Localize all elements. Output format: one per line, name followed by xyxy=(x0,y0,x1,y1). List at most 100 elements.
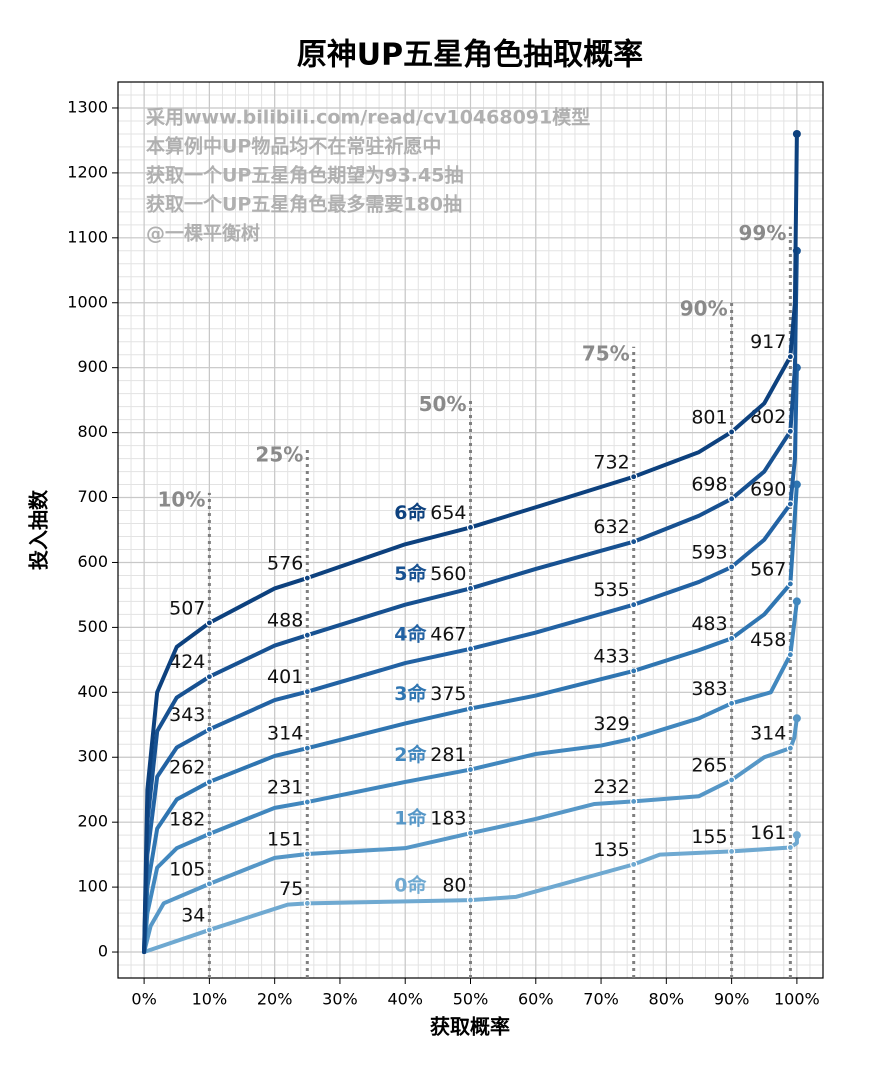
point xyxy=(728,699,736,707)
data-label: 917 xyxy=(750,331,786,353)
data-label: 632 xyxy=(593,516,629,538)
data-label: 135 xyxy=(593,839,629,861)
point xyxy=(303,850,311,858)
end-point xyxy=(792,480,801,489)
annotation: 采用www.bilibili.com/read/cv10468091模型 xyxy=(146,106,590,129)
x-tick-label: 30% xyxy=(322,990,358,1009)
y-tick-label: 300 xyxy=(77,747,108,766)
data-label: 232 xyxy=(593,776,629,798)
data-label: 151 xyxy=(267,828,303,850)
y-tick-label: 1300 xyxy=(67,97,108,116)
x-tick-label: 10% xyxy=(192,990,228,1009)
annotation: 获取一个UP五星角色最多需要180抽 xyxy=(146,193,462,216)
chart-title: 原神UP五星角色抽取概率 xyxy=(297,38,643,73)
end-point xyxy=(792,714,801,723)
point xyxy=(205,778,213,786)
reference-label: 10% xyxy=(158,487,206,511)
y-tick-label: 500 xyxy=(77,617,108,636)
data-label: 690 xyxy=(750,479,786,501)
data-label: 654 xyxy=(430,502,466,524)
y-tick-label: 1000 xyxy=(67,292,108,311)
data-label: 567 xyxy=(750,558,786,580)
point xyxy=(205,725,213,733)
end-point xyxy=(792,129,801,138)
data-label: 433 xyxy=(593,645,629,667)
point xyxy=(786,651,794,659)
point xyxy=(786,580,794,588)
x-tick-label: 70% xyxy=(583,990,619,1009)
data-label: 507 xyxy=(169,597,205,619)
data-label: 265 xyxy=(691,754,727,776)
data-label: 182 xyxy=(169,808,205,830)
data-label: 183 xyxy=(430,808,466,830)
x-tick-label: 40% xyxy=(387,990,423,1009)
point xyxy=(466,829,475,837)
data-label: 161 xyxy=(750,822,786,844)
series-line xyxy=(142,716,799,955)
data-label: 593 xyxy=(691,542,727,564)
point xyxy=(630,538,638,546)
point xyxy=(466,896,475,904)
series-label: 3命 xyxy=(394,682,427,705)
data-label: 467 xyxy=(430,623,466,645)
data-label: 424 xyxy=(169,651,205,673)
point xyxy=(466,704,475,713)
series-label: 1命 xyxy=(394,807,427,830)
point xyxy=(786,353,794,361)
data-label: 483 xyxy=(691,613,727,635)
point xyxy=(303,631,311,639)
data-label: 75 xyxy=(279,878,303,900)
point xyxy=(303,798,311,806)
point xyxy=(303,574,311,582)
y-tick-label: 0 xyxy=(98,942,108,961)
point xyxy=(786,427,794,435)
point xyxy=(786,744,794,752)
point xyxy=(728,563,736,571)
annotation: 获取一个UP五星角色期望为93.45抽 xyxy=(146,164,463,187)
series-line xyxy=(142,482,799,955)
data-label: 383 xyxy=(691,678,727,700)
point xyxy=(466,523,475,532)
point xyxy=(630,797,638,805)
point xyxy=(630,860,638,868)
point xyxy=(728,428,736,436)
data-label: 576 xyxy=(267,553,303,575)
data-label: 343 xyxy=(169,704,205,726)
point xyxy=(786,843,794,852)
point xyxy=(205,619,213,627)
point xyxy=(728,847,736,855)
point xyxy=(630,667,638,675)
y-tick-label: 900 xyxy=(77,357,108,376)
data-label: 802 xyxy=(750,406,786,428)
data-label: 105 xyxy=(169,858,205,880)
end-point xyxy=(792,597,801,606)
series-label: 0命 xyxy=(394,874,427,897)
point xyxy=(728,634,736,643)
y-tick-label: 400 xyxy=(77,682,108,701)
reference-label: 25% xyxy=(255,443,303,467)
data-label: 281 xyxy=(430,744,466,766)
y-tick-label: 700 xyxy=(77,487,108,506)
point xyxy=(303,744,311,752)
point xyxy=(630,734,638,743)
data-label: 34 xyxy=(181,904,205,926)
series-label: 4命 xyxy=(394,622,427,645)
data-label: 329 xyxy=(593,713,629,735)
point xyxy=(728,776,736,784)
point xyxy=(205,673,213,681)
end-point xyxy=(792,831,801,840)
point xyxy=(466,765,475,774)
series-label: 5命 xyxy=(394,562,427,585)
x-axis-label: 获取概率 xyxy=(430,1015,510,1039)
point xyxy=(466,645,475,653)
data-label: 401 xyxy=(267,666,303,688)
point xyxy=(630,601,638,609)
point xyxy=(205,830,213,838)
x-tick-label: 80% xyxy=(649,990,685,1009)
data-label: 458 xyxy=(750,629,786,651)
x-tick-label: 60% xyxy=(518,990,554,1009)
y-tick-label: 800 xyxy=(77,422,108,441)
series-label: 6命 xyxy=(394,501,427,524)
data-label: 375 xyxy=(430,683,466,705)
